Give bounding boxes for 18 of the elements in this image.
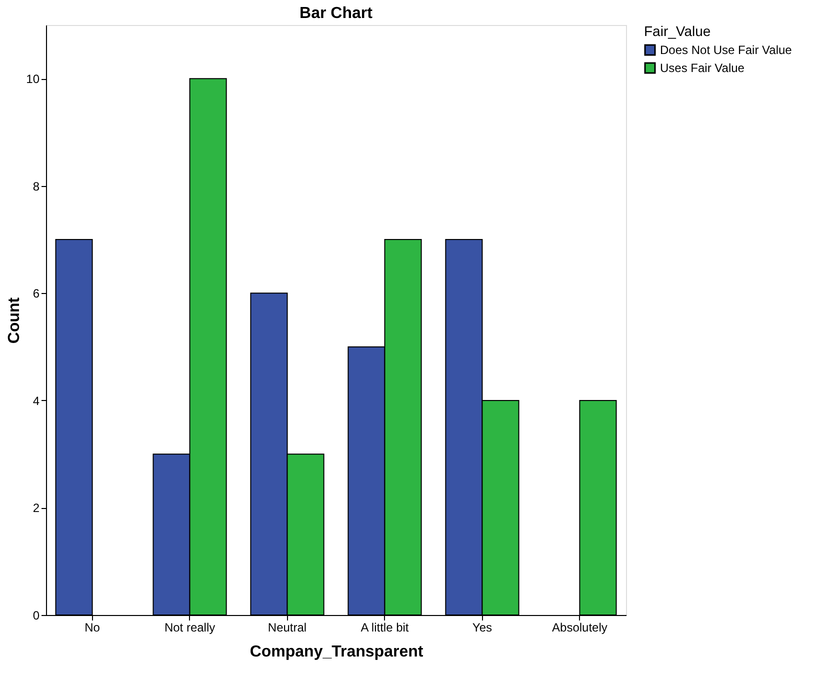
x-axis-title: Company_Transparent (250, 644, 424, 660)
x-tick-label: Yes (472, 620, 492, 634)
y-tick-label: 0 (32, 608, 40, 622)
x-tick-label: Not really (164, 620, 216, 634)
x-tick-label: A little bit (360, 620, 410, 634)
legend-label: Uses Fair Value (660, 61, 745, 75)
chart-title: Bar Chart (300, 5, 374, 22)
y-tick-label: 10 (26, 72, 40, 86)
y-tick-label: 2 (32, 501, 40, 516)
y-axis-title: Count (6, 296, 24, 344)
legend-label: Does Not Use Fair Value (660, 43, 792, 57)
legend-title: Fair_Value (644, 23, 711, 39)
y-tick-label: 4 (32, 394, 40, 408)
x-tick-label: No (84, 620, 100, 634)
x-tick-label: Absolutely (552, 620, 608, 634)
y-tick-label: 6 (32, 286, 40, 301)
y-tick-label: 8 (32, 179, 40, 194)
x-tick-label: Neutral (268, 620, 307, 634)
